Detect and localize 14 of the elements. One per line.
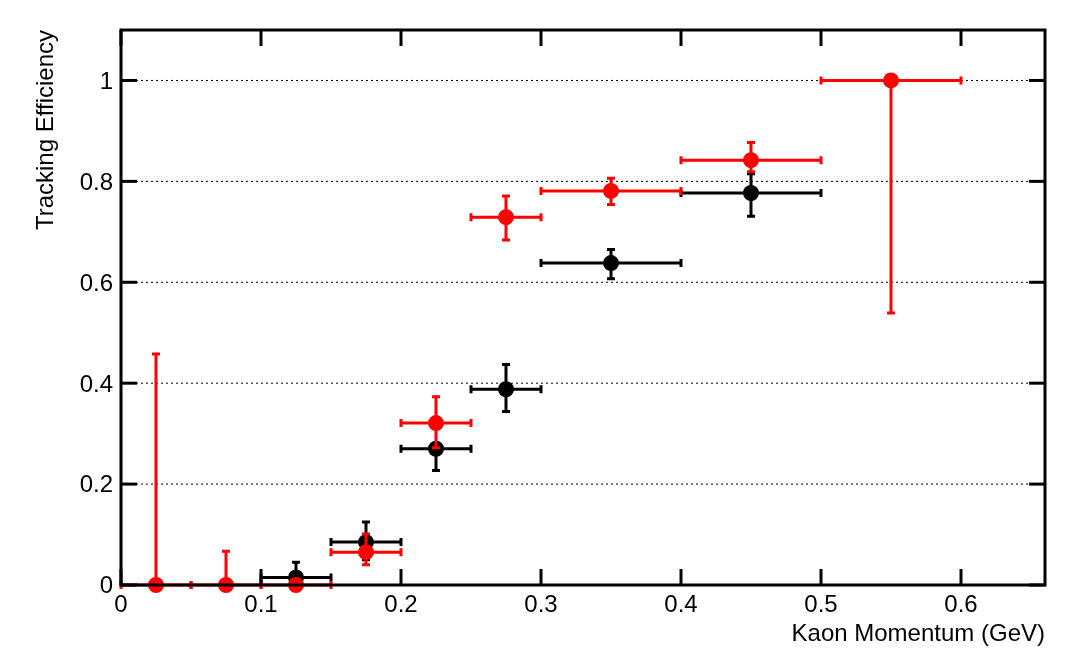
x-axis-title: Kaon Momentum (GeV) [791,619,1045,646]
y-tick-label: 0.6 [79,268,113,296]
y-tick-label: 0.8 [79,167,113,195]
y-axis-title: Tracking Efficiency [31,30,58,231]
x-tick-label: 0.5 [804,590,838,617]
x-tick-label: 0.3 [524,590,558,617]
y-tick-label: 0.2 [79,470,113,498]
y-tick-label: 0 [99,571,113,599]
y-tick-label: 0.4 [79,369,113,397]
x-tick-label: 0.4 [664,590,698,617]
x-tick-label: 0.2 [384,590,418,617]
y-tick-label: 1 [99,66,113,94]
x-tick-label: 0.1 [244,590,278,617]
x-tick-label: 0.6 [944,590,978,617]
